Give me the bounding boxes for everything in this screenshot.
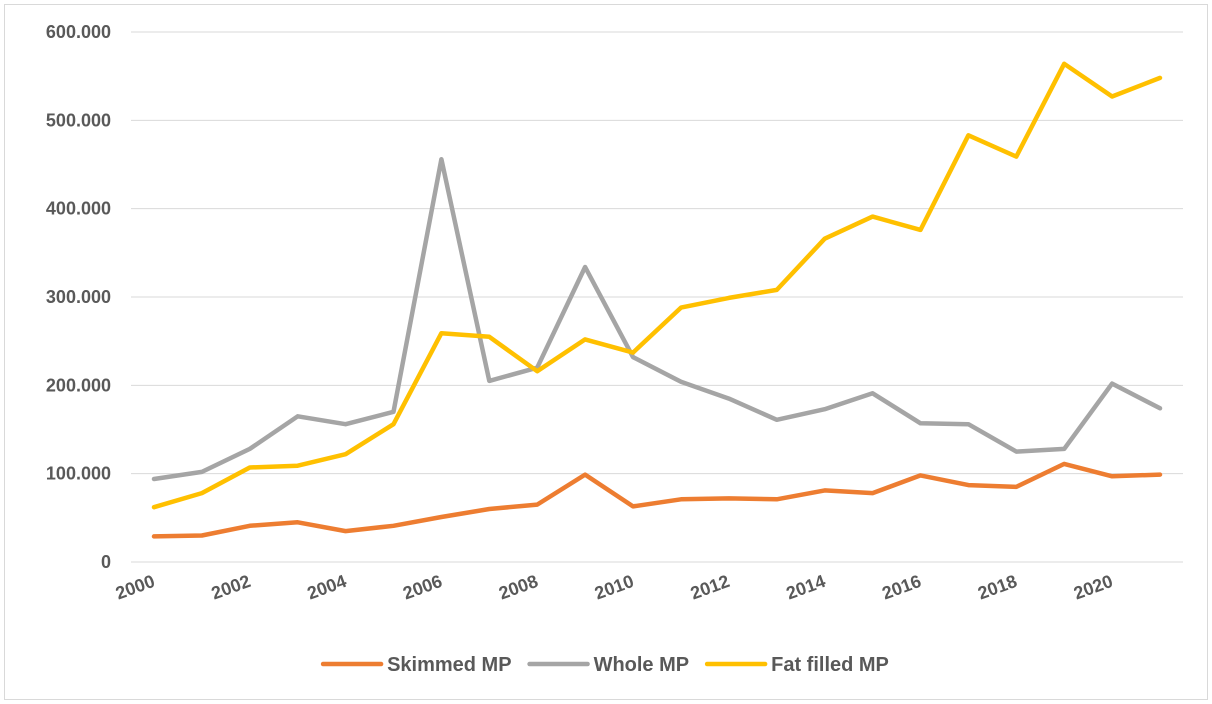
x-tick-label: 2014 bbox=[784, 571, 828, 603]
legend-label-fat-filled-mp: Fat filled MP bbox=[771, 654, 889, 676]
legend: Skimmed MP Whole MP Fat filled MP bbox=[320, 654, 889, 676]
x-tick-label: 2012 bbox=[688, 571, 732, 603]
legend-label-skimmed-mp: Skimmed MP bbox=[387, 654, 511, 676]
x-tick-label: 2018 bbox=[975, 571, 1019, 603]
y-tick-label: 0 bbox=[101, 552, 111, 572]
y-tick-label: 300.000 bbox=[46, 287, 111, 307]
x-tick-label: 2000 bbox=[113, 571, 157, 603]
series-line-skimmed-mp bbox=[151, 461, 1163, 539]
x-tick-label: 2016 bbox=[879, 571, 923, 603]
x-tick-label: 2010 bbox=[592, 571, 636, 603]
legend-label-whole-mp: Whole MP bbox=[594, 654, 690, 676]
series-line-fat-filled-mp bbox=[151, 61, 1163, 510]
series-lines bbox=[151, 61, 1163, 539]
y-tick-label: 600.000 bbox=[46, 22, 111, 42]
x-tick-label: 2006 bbox=[400, 571, 444, 603]
y-tick-label: 500.000 bbox=[46, 110, 111, 130]
x-tick-label: 2020 bbox=[1071, 571, 1115, 603]
y-tick-label: 200.000 bbox=[46, 375, 111, 395]
y-tick-label: 100.000 bbox=[46, 464, 111, 484]
y-tick-label: 400.000 bbox=[46, 199, 111, 219]
x-tick-label: 2008 bbox=[496, 571, 540, 603]
x-tick-label: 2004 bbox=[305, 571, 349, 603]
x-tick-label: 2002 bbox=[209, 571, 253, 603]
x-axis-ticks: 2000 2002 2004 2006 2008 2010 2012 2014 2016 2018… bbox=[113, 571, 1116, 603]
series-line-whole-mp bbox=[151, 156, 1163, 482]
y-axis-ticks: 0 100.000 200.000 300.000 400.000 500.000 600.… bbox=[46, 22, 111, 572]
gridlines bbox=[131, 31, 1183, 563]
